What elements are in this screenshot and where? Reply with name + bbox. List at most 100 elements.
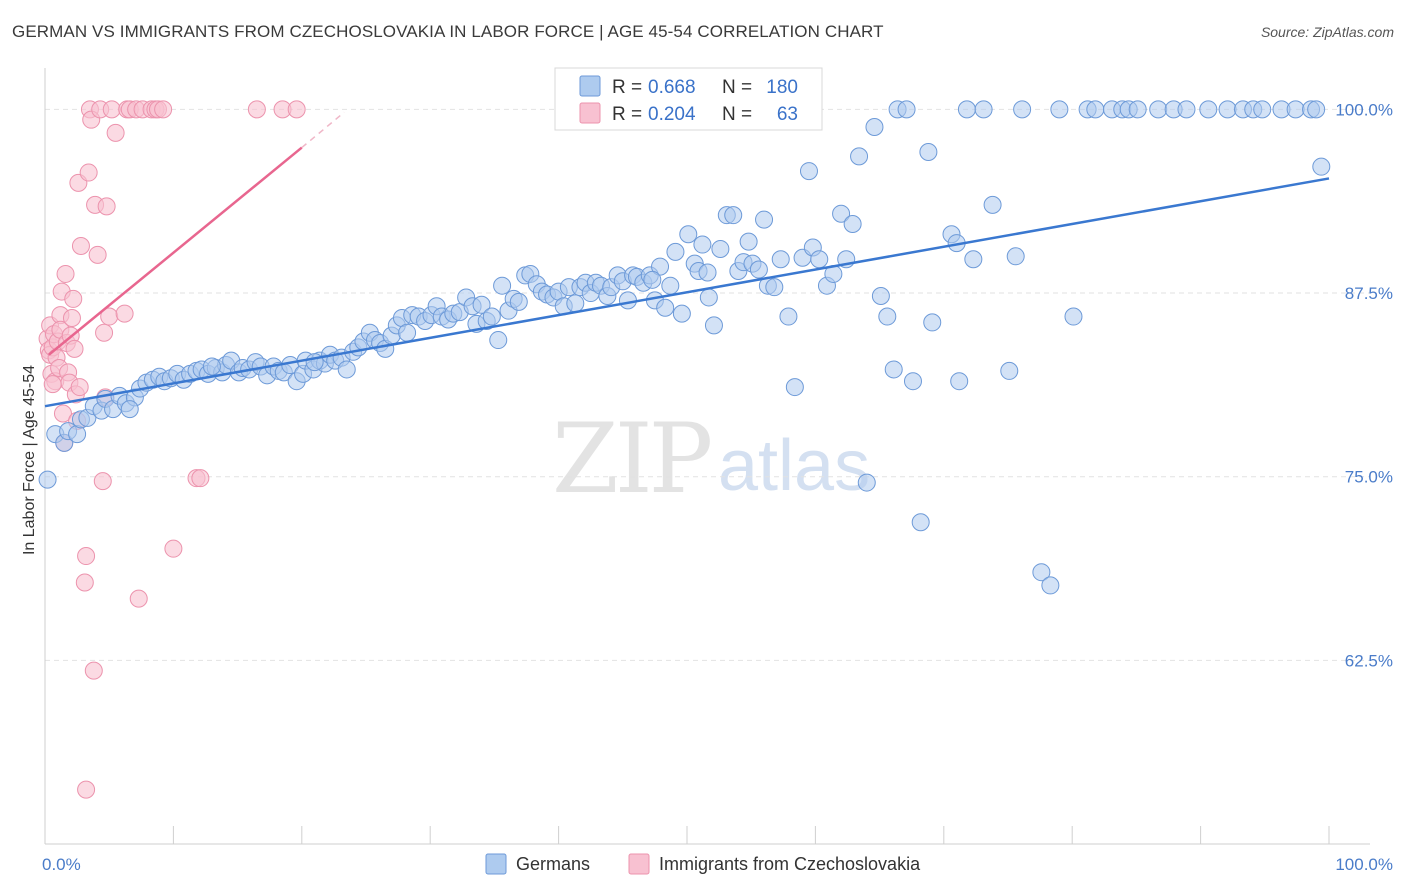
german-point — [799, 162, 818, 181]
czech-point — [95, 323, 114, 342]
german-point — [509, 292, 528, 311]
german-point — [974, 100, 993, 119]
trend-lines — [44, 111, 1330, 408]
german-point — [693, 235, 712, 254]
czech-point — [88, 245, 107, 264]
czech-point — [43, 375, 62, 394]
watermark-atlas: atlas — [718, 426, 870, 506]
german-point — [755, 210, 774, 229]
german-point — [878, 307, 897, 326]
german-point — [643, 270, 662, 289]
czech-point — [115, 304, 134, 323]
y-tick-label: 87.5% — [1345, 284, 1393, 303]
tick-labels: 62.5% 75.0% 87.5% 100.0% 0.0% 100.0% — [42, 100, 1393, 874]
german-point — [865, 118, 884, 137]
german-point — [398, 323, 417, 342]
czech-point — [247, 100, 266, 119]
legend-r-label-germans: R = — [612, 77, 642, 98]
german-point — [672, 304, 691, 323]
german-point — [711, 239, 730, 258]
german-point — [679, 225, 698, 244]
y-tick-label: 75.0% — [1345, 468, 1393, 487]
german-point — [850, 147, 869, 166]
series-legend: Germans Immigrants from Czechoslovakia — [485, 853, 921, 875]
german-point — [1218, 100, 1237, 119]
german-point — [1177, 100, 1196, 119]
german-point — [202, 357, 221, 376]
bottom-legend-czech: Immigrants from Czechoslovakia — [659, 854, 921, 874]
german-point — [1253, 100, 1272, 119]
czech-point — [154, 100, 173, 119]
german-point — [38, 470, 57, 489]
german-point — [739, 232, 758, 251]
german-point — [1032, 563, 1051, 582]
czech-point — [64, 289, 83, 308]
czech-point — [70, 378, 89, 397]
czech-point — [93, 472, 112, 491]
german-point — [1006, 247, 1025, 266]
chart-title: GERMAN VS IMMIGRANTS FROM CZECHOSLOVAKIA… — [12, 22, 884, 41]
german-point — [832, 204, 851, 223]
czech-point — [77, 547, 96, 566]
german-point — [699, 288, 718, 307]
czech-point — [106, 123, 125, 142]
legend-r-label-czech: R = — [612, 104, 642, 125]
watermark-zip: ZIP — [552, 403, 711, 515]
czech-point — [191, 469, 210, 488]
german-point — [1086, 100, 1105, 119]
german-point — [884, 360, 903, 379]
czech-point — [97, 197, 116, 216]
grid — [45, 108, 1370, 661]
german-point — [923, 313, 942, 332]
legend-n-value-czech: 63 — [777, 104, 798, 125]
german-point — [661, 276, 680, 295]
german-point — [1128, 100, 1147, 119]
german-point — [810, 250, 829, 269]
german-point — [765, 278, 784, 297]
czech-point — [75, 573, 94, 592]
german-point — [472, 295, 491, 314]
germans-trend-line — [44, 177, 1330, 408]
bottom-legend-swatch-czech — [628, 853, 650, 875]
bottom-legend-germans: Germans — [516, 854, 590, 874]
czech-point-series — [38, 100, 306, 799]
y-tick-label: 100.0% — [1335, 100, 1393, 119]
german-point-series — [38, 100, 1331, 595]
german-point — [1286, 100, 1305, 119]
x-tick-label: 0.0% — [42, 855, 81, 874]
german-point — [489, 331, 508, 350]
czech-trend-line — [48, 146, 303, 356]
german-point — [698, 263, 717, 282]
czech-point — [56, 264, 75, 283]
german-point — [964, 250, 983, 269]
german-point — [482, 307, 501, 326]
german-point — [666, 242, 685, 261]
german-point — [618, 291, 637, 310]
german-point — [493, 276, 512, 295]
german-point — [1050, 100, 1069, 119]
y-tick-label: 62.5% — [1345, 651, 1393, 670]
x-tick-label: 100.0% — [1335, 855, 1393, 874]
german-point — [1041, 576, 1060, 595]
german-point — [983, 195, 1002, 214]
german-point — [1312, 157, 1331, 176]
german-point — [843, 214, 862, 233]
czech-trend-extension — [301, 111, 345, 149]
german-point — [871, 286, 890, 305]
czech-point — [287, 100, 306, 119]
german-point — [779, 307, 798, 326]
german-point — [749, 260, 768, 279]
german-point — [120, 400, 139, 419]
czech-point — [53, 404, 72, 423]
bottom-legend-swatch-germans — [485, 853, 507, 875]
german-point — [724, 206, 743, 225]
source-label: Source: ZipAtlas.com — [1260, 24, 1394, 40]
german-point — [857, 473, 876, 492]
legend-r-value-czech: 0.204 — [648, 104, 696, 125]
german-point — [919, 142, 938, 161]
czech-point — [79, 163, 98, 182]
german-point — [785, 378, 804, 397]
legend-n-value-germans: 180 — [766, 77, 798, 98]
german-point — [903, 372, 922, 391]
